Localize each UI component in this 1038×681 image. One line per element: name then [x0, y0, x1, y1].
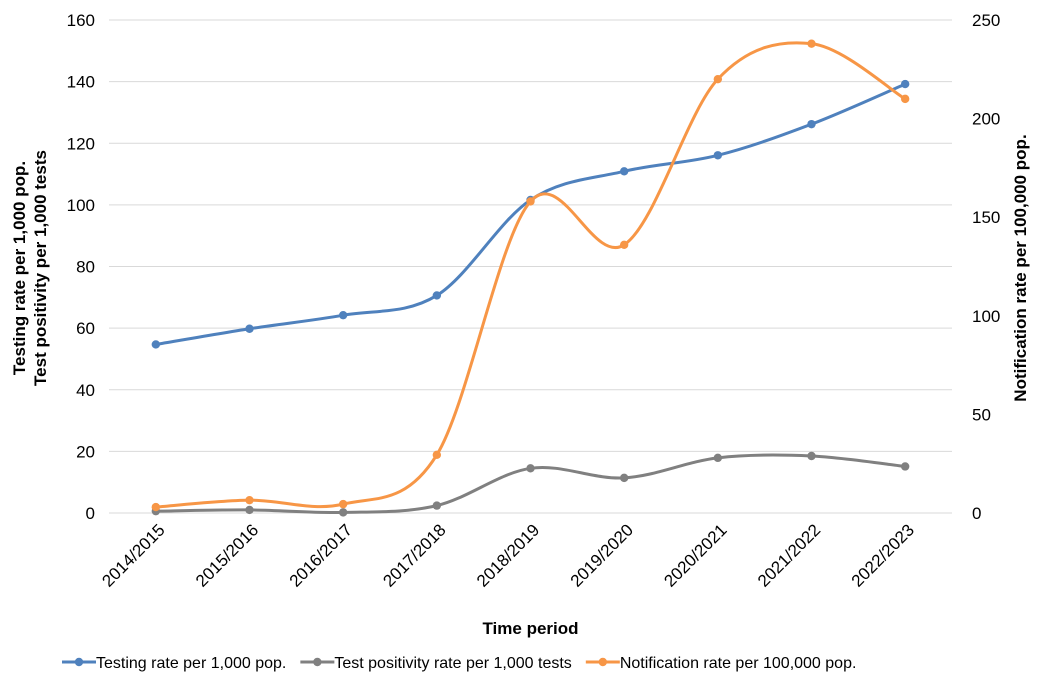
gridlines	[109, 19, 952, 514]
x-tick-label: 2015/2016	[192, 520, 262, 590]
legend-swatch-marker-test-positivity-rate-per-1-000-tests	[313, 657, 322, 667]
right-y-tick-label: 100	[972, 307, 1000, 326]
data-point-testing-rate-per-1-000-pop	[432, 291, 442, 300]
data-point-testing-rate-per-1-000-pop	[807, 119, 816, 129]
x-tick-label: 2022/2023	[848, 520, 918, 590]
legend-swatch-marker-testing-rate-per-1-000-pop	[74, 657, 84, 667]
x-tick-label: 2019/2020	[567, 520, 637, 590]
x-tick-label: 2021/2022	[754, 520, 824, 590]
legend-label-testing-rate-per-1-000-pop: Testing rate per 1,000 pop.	[96, 655, 286, 672]
data-point-testing-rate-per-1-000-pop	[713, 151, 723, 160]
legend-label-test-positivity-rate-per-1-000-tests: Test positivity rate per 1,000 tests	[334, 655, 571, 672]
x-tick-label: 2017/2018	[379, 520, 449, 590]
data-point-notification-rate-per-100-000-pop	[713, 74, 723, 84]
data-point-notification-rate-per-100-000-pop	[619, 240, 629, 250]
left-y-tick-label: 40	[76, 381, 95, 400]
right-y-tick-label: 200	[972, 110, 1000, 129]
data-point-test-positivity-rate-per-1-000-tests	[900, 462, 910, 471]
data-point-test-positivity-rate-per-1-000-tests	[619, 473, 629, 483]
data-point-test-positivity-rate-per-1-000-tests	[245, 505, 254, 515]
left-y-tick-label: 0	[86, 504, 95, 523]
right-y-tick-label: 150	[972, 208, 1000, 227]
legend: Testing rate per 1,000 pop. Test positivi…	[62, 655, 856, 672]
data-point-notification-rate-per-100-000-pop	[245, 495, 254, 505]
data-point-test-positivity-rate-per-1-000-tests	[526, 464, 535, 473]
data-point-testing-rate-per-1-000-pop	[245, 324, 254, 333]
data-point-notification-rate-per-100-000-pop	[807, 39, 816, 48]
data-point-notification-rate-per-100-000-pop	[151, 502, 161, 512]
left-y-tick-label: 120	[67, 134, 95, 153]
left-y-tick-label: 80	[76, 258, 95, 277]
legend-label-notification-rate-per-100-000-pop: Notification rate per 100,000 pop.	[620, 655, 857, 672]
data-point-testing-rate-per-1-000-pop	[151, 340, 161, 349]
left-y-axis-title-line2: Test positivity per 1,000 tests	[31, 150, 50, 386]
left-y-tick-label: 60	[76, 319, 95, 338]
data-point-notification-rate-per-100-000-pop	[526, 197, 535, 206]
series-line-testing-rate-per-1-000-pop	[154, 82, 907, 346]
data-point-test-positivity-rate-per-1-000-tests	[713, 453, 723, 463]
left-y-tick-label: 160	[67, 11, 95, 30]
data-point-notification-rate-per-100-000-pop	[432, 450, 442, 460]
right-y-tick-label: 0	[972, 504, 981, 523]
data-point-testing-rate-per-1-000-pop	[338, 310, 348, 320]
legend-swatch-marker-notification-rate-per-100-000-pop	[598, 657, 608, 667]
data-point-testing-rate-per-1-000-pop	[900, 79, 910, 89]
series-line-notification-rate-per-100-000-pop	[154, 41, 907, 509]
left-y-tick-label: 100	[67, 196, 95, 215]
left-y-axis-title-line1: Testing rate per 1,000 pop.	[10, 161, 29, 375]
series	[151, 39, 910, 517]
x-axis-title: Time period	[482, 619, 578, 638]
data-point-notification-rate-per-100-000-pop	[900, 94, 910, 104]
x-tick-label: 2014/2015	[98, 520, 168, 590]
data-point-test-positivity-rate-per-1-000-tests	[807, 451, 816, 461]
right-y-axis-title: Notification rate per 100,000 pop.	[1011, 134, 1030, 401]
right-y-tick-label: 250	[972, 11, 1000, 30]
data-point-notification-rate-per-100-000-pop	[338, 499, 348, 509]
series-line-test-positivity-rate-per-1-000-tests	[154, 453, 907, 514]
left-y-tick-label: 140	[67, 73, 95, 92]
data-point-test-positivity-rate-per-1-000-tests	[432, 501, 442, 510]
right-y-tick-label: 50	[972, 405, 991, 424]
data-point-test-positivity-rate-per-1-000-tests	[338, 508, 348, 517]
left-y-tick-label: 20	[76, 442, 95, 461]
x-tick-label: 2016/2017	[286, 520, 356, 590]
axes: Time period Testing rate per 1,000 pop. …	[10, 11, 1030, 638]
data-point-testing-rate-per-1-000-pop	[619, 167, 629, 176]
x-tick-label: 2018/2019	[473, 520, 543, 590]
x-tick-label: 2020/2021	[660, 520, 730, 590]
